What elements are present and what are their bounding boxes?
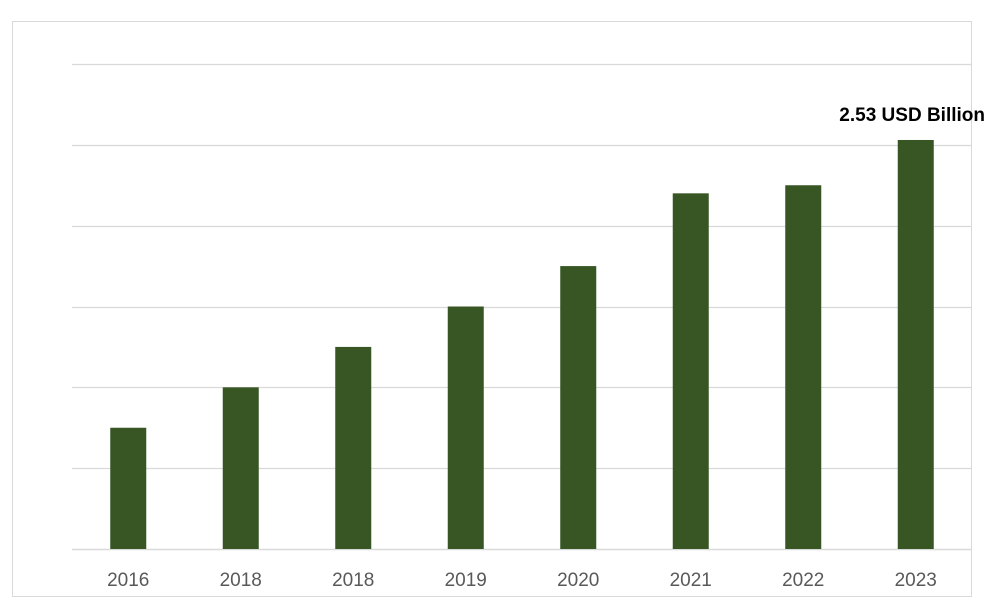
x-tick-label: 2016 (107, 570, 149, 591)
bar-2018-2 (335, 346, 372, 549)
bar-2016-0 (110, 427, 147, 549)
bar-2021-5 (672, 193, 709, 550)
x-tick-label: 2021 (670, 570, 712, 591)
x-tick-label: 2023 (895, 570, 937, 591)
x-tick-label: 2018 (332, 570, 374, 591)
bar-value-label: 2.53 USD Billion (839, 105, 985, 126)
bar-2018-1 (222, 387, 259, 549)
gridlines (72, 63, 972, 551)
bar-2022-6 (785, 185, 822, 549)
x-tick-label: 2018 (220, 570, 262, 591)
x-axis-labels: 2016 2018 2018 2019 2020 2021 2022 2023 (107, 570, 937, 591)
bars (110, 139, 934, 550)
bar-2019-3 (447, 306, 484, 549)
x-tick-label: 2019 (445, 570, 487, 591)
data-labels: 2.53 USD Billion (839, 105, 985, 126)
bar-2023-7 (897, 139, 934, 549)
x-tick-label: 2020 (557, 570, 599, 591)
bar-2020-4 (560, 266, 597, 549)
x-tick-label: 2022 (782, 570, 824, 591)
